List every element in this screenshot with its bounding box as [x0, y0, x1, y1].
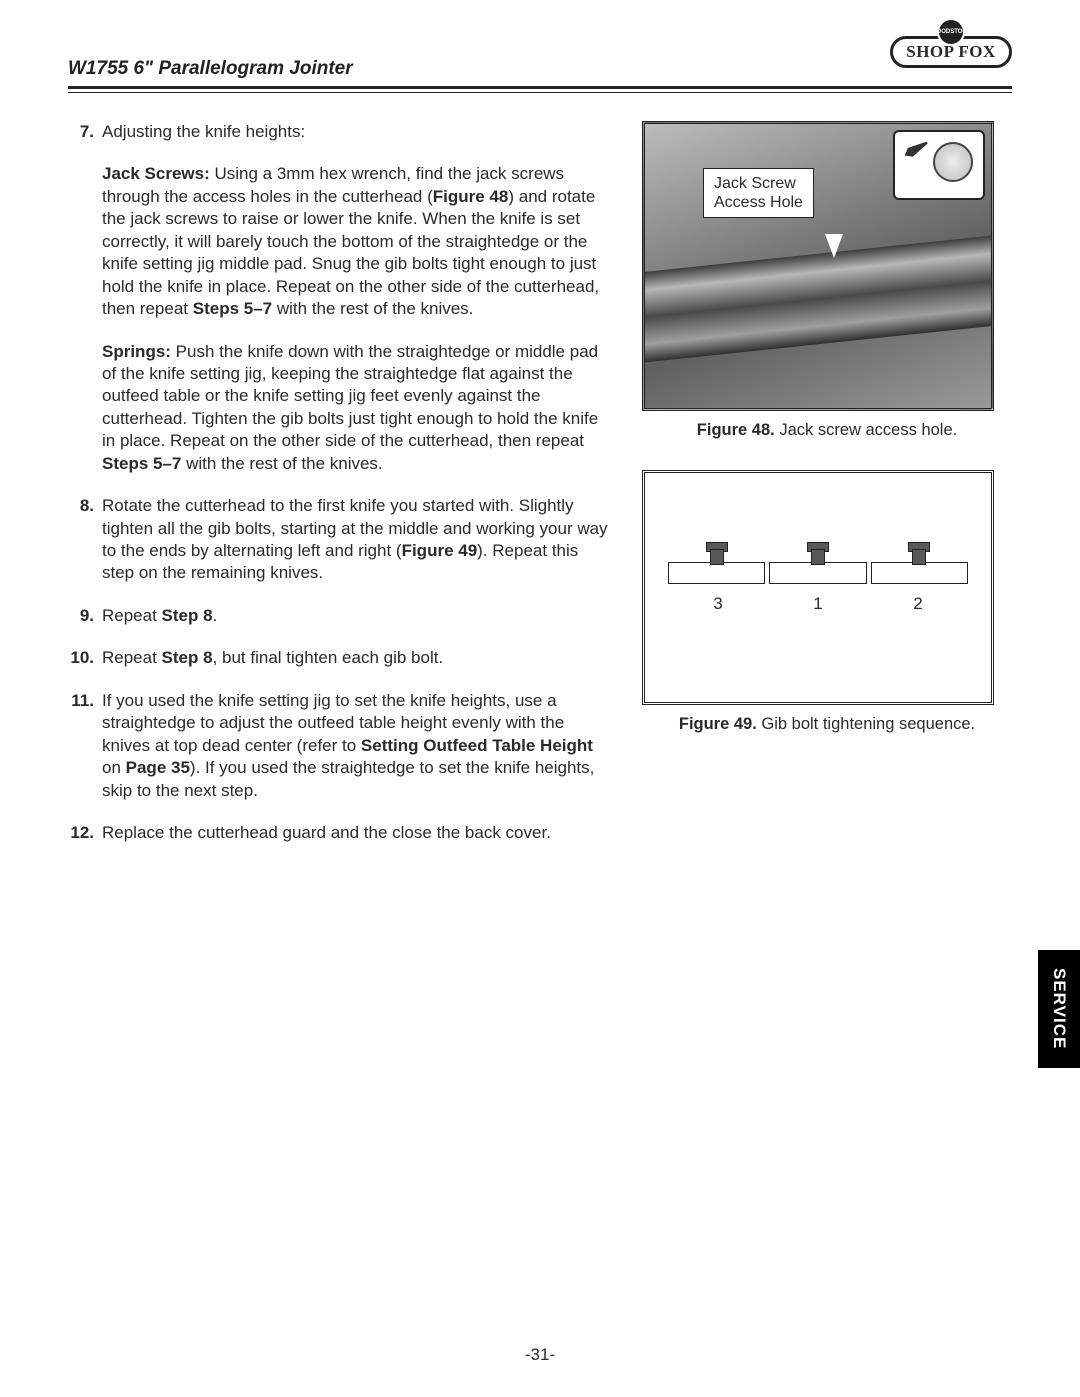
- gib-bolt-icon: [871, 562, 968, 584]
- step-8-ref: Step 8: [162, 648, 213, 667]
- brand-logo: WOODSTOCK SHOP FOX: [890, 30, 1012, 80]
- step-11: 11. If you used the knife setting jig to…: [68, 690, 614, 802]
- sequence-numbers: 3 1 2: [668, 594, 968, 614]
- page-number: -31-: [0, 1345, 1080, 1365]
- logo-badge-icon: WOODSTOCK: [937, 18, 965, 46]
- step-number: 9.: [68, 605, 102, 627]
- step-text: Replace the cutterhead guard and the clo…: [102, 822, 614, 844]
- step-12: 12. Replace the cutterhead guard and the…: [68, 822, 614, 844]
- seq-num: 2: [868, 594, 968, 614]
- step-text: If you used the knife setting jig to set…: [102, 690, 614, 802]
- step-number: 10.: [68, 647, 102, 669]
- step-number: 7.: [68, 121, 102, 475]
- step-body: Adjusting the knife heights: Jack Screws…: [102, 121, 614, 475]
- jack-screws-label: Jack Screws:: [102, 164, 210, 183]
- hex-wrench-inset-icon: [893, 130, 985, 200]
- arrow-down-icon: [825, 234, 843, 258]
- step-9: 9. Repeat Step 8.: [68, 605, 614, 627]
- page-header: W1755 6" Parallelogram Jointer WOODSTOCK…: [68, 30, 1012, 80]
- step-body: Repeat Step 8, but final tighten each gi…: [102, 647, 614, 669]
- figure-48-ref: Figure 48: [433, 187, 509, 206]
- step-body: Replace the cutterhead guard and the clo…: [102, 822, 614, 844]
- figures-column: Jack Screw Access Hole Figure 48. Jack s…: [642, 121, 1012, 864]
- step-8-ref: Step 8: [162, 606, 213, 625]
- figure-49-ref: Figure 49: [402, 541, 478, 560]
- springs-paragraph: Springs: Push the knife down with the st…: [102, 341, 614, 476]
- step-7: 7. Adjusting the knife heights: Jack Scr…: [68, 121, 614, 475]
- step-body: Repeat Step 8.: [102, 605, 614, 627]
- step-number: 12.: [68, 822, 102, 844]
- step-body: If you used the knife setting jig to set…: [102, 690, 614, 802]
- step-text: Repeat Step 8.: [102, 605, 614, 627]
- figure-48-callout: Jack Screw Access Hole: [703, 168, 814, 218]
- steps-5-7-ref: Steps 5–7: [102, 454, 181, 473]
- page-content: 7. Adjusting the knife heights: Jack Scr…: [68, 121, 1012, 864]
- figure-48-caption: Figure 48. Jack screw access hole.: [642, 421, 1012, 440]
- step-body: Rotate the cutterhead to the first knife…: [102, 495, 614, 585]
- jack-screws-paragraph: Jack Screws: Using a 3mm hex wrench, fin…: [102, 163, 614, 320]
- seq-num: 3: [668, 594, 768, 614]
- gib-bolt-icon: [668, 562, 765, 584]
- figure-48-image: Jack Screw Access Hole: [642, 121, 994, 411]
- setting-outfeed-ref: Setting Outfeed Table Height: [361, 736, 593, 755]
- step-8: 8. Rotate the cutterhead to the first kn…: [68, 495, 614, 585]
- header-rule: [68, 86, 1012, 93]
- step-number: 8.: [68, 495, 102, 585]
- service-section-tab: SERVICE: [1038, 950, 1080, 1068]
- document-title: W1755 6" Parallelogram Jointer: [68, 58, 353, 80]
- step-10: 10. Repeat Step 8, but final tighten eac…: [68, 647, 614, 669]
- figure-49-caption: Figure 49. Gib bolt tightening sequence.: [642, 715, 1012, 734]
- gib-bolt-row: [668, 562, 968, 584]
- seq-num: 1: [768, 594, 868, 614]
- page-35-ref: Page 35: [126, 758, 190, 777]
- step-intro: Adjusting the knife heights:: [102, 121, 614, 143]
- gib-bolt-icon: [769, 562, 866, 584]
- cutterhead-icon: [642, 232, 994, 366]
- step-text: Repeat Step 8, but final tighten each gi…: [102, 647, 614, 669]
- instructions-column: 7. Adjusting the knife heights: Jack Scr…: [68, 121, 614, 864]
- figure-49-diagram: 3 1 2: [642, 470, 994, 705]
- step-number: 11.: [68, 690, 102, 802]
- springs-label: Springs:: [102, 342, 171, 361]
- steps-5-7-ref: Steps 5–7: [193, 299, 272, 318]
- step-text: Rotate the cutterhead to the first knife…: [102, 495, 614, 585]
